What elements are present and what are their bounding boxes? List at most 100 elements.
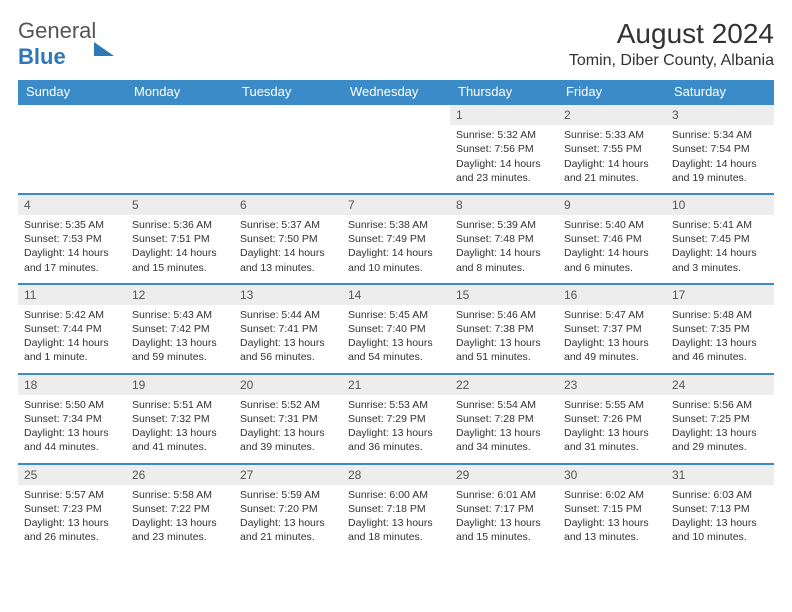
weekday-header: Sunday: [18, 80, 126, 104]
day-number: 22: [450, 375, 558, 395]
daylight-text: Daylight: 14 hours and 6 minutes.: [564, 246, 660, 274]
sunrise-text: Sunrise: 5:46 AM: [456, 308, 552, 322]
sunrise-text: Sunrise: 5:34 AM: [672, 128, 768, 142]
day-number: 8: [450, 195, 558, 215]
calendar-week-row: 25Sunrise: 5:57 AMSunset: 7:23 PMDayligh…: [18, 464, 774, 553]
day-number: 10: [666, 195, 774, 215]
sunset-text: Sunset: 7:34 PM: [24, 412, 120, 426]
day-number: 19: [126, 375, 234, 395]
day-number: 7: [342, 195, 450, 215]
daylight-text: Daylight: 13 hours and 29 minutes.: [672, 426, 768, 454]
calendar-day-cell: 15Sunrise: 5:46 AMSunset: 7:38 PMDayligh…: [450, 284, 558, 374]
day-content: Sunrise: 5:43 AMSunset: 7:42 PMDaylight:…: [126, 305, 234, 373]
sunset-text: Sunset: 7:31 PM: [240, 412, 336, 426]
sunrise-text: Sunrise: 5:54 AM: [456, 398, 552, 412]
page-header: General Blue August 2024 Tomin, Diber Co…: [18, 18, 774, 70]
sunrise-text: Sunrise: 6:00 AM: [348, 488, 444, 502]
day-content: Sunrise: 5:42 AMSunset: 7:44 PMDaylight:…: [18, 305, 126, 373]
sunrise-text: Sunrise: 5:41 AM: [672, 218, 768, 232]
calendar-day-cell: 29Sunrise: 6:01 AMSunset: 7:17 PMDayligh…: [450, 464, 558, 553]
month-title: August 2024: [569, 18, 774, 50]
day-number: 6: [234, 195, 342, 215]
location-text: Tomin, Diber County, Albania: [569, 52, 774, 70]
calendar-day-cell: 11Sunrise: 5:42 AMSunset: 7:44 PMDayligh…: [18, 284, 126, 374]
calendar-table: SundayMondayTuesdayWednesdayThursdayFrid…: [18, 80, 774, 552]
logo-text-general: General: [18, 18, 96, 43]
calendar-day-cell: 6Sunrise: 5:37 AMSunset: 7:50 PMDaylight…: [234, 194, 342, 284]
day-number: 26: [126, 465, 234, 485]
day-content: Sunrise: 5:51 AMSunset: 7:32 PMDaylight:…: [126, 395, 234, 463]
calendar-day-cell: 30Sunrise: 6:02 AMSunset: 7:15 PMDayligh…: [558, 464, 666, 553]
day-number: 31: [666, 465, 774, 485]
sunrise-text: Sunrise: 5:48 AM: [672, 308, 768, 322]
daylight-text: Daylight: 14 hours and 23 minutes.: [456, 157, 552, 185]
day-number: 29: [450, 465, 558, 485]
sunset-text: Sunset: 7:40 PM: [348, 322, 444, 336]
sunrise-text: Sunrise: 6:03 AM: [672, 488, 768, 502]
calendar-day-cell: 10Sunrise: 5:41 AMSunset: 7:45 PMDayligh…: [666, 194, 774, 284]
day-content: Sunrise: 5:37 AMSunset: 7:50 PMDaylight:…: [234, 215, 342, 283]
calendar-day-cell: 31Sunrise: 6:03 AMSunset: 7:13 PMDayligh…: [666, 464, 774, 553]
sunset-text: Sunset: 7:17 PM: [456, 502, 552, 516]
calendar-day-cell: ..: [18, 104, 126, 194]
calendar-day-cell: 25Sunrise: 5:57 AMSunset: 7:23 PMDayligh…: [18, 464, 126, 553]
day-content: Sunrise: 5:38 AMSunset: 7:49 PMDaylight:…: [342, 215, 450, 283]
calendar-day-cell: 5Sunrise: 5:36 AMSunset: 7:51 PMDaylight…: [126, 194, 234, 284]
day-number: 14: [342, 285, 450, 305]
day-number: 27: [234, 465, 342, 485]
daylight-text: Daylight: 13 hours and 54 minutes.: [348, 336, 444, 364]
calendar-header-row: SundayMondayTuesdayWednesdayThursdayFrid…: [18, 80, 774, 104]
sunset-text: Sunset: 7:49 PM: [348, 232, 444, 246]
sunset-text: Sunset: 7:15 PM: [564, 502, 660, 516]
daylight-text: Daylight: 13 hours and 59 minutes.: [132, 336, 228, 364]
daylight-text: Daylight: 14 hours and 3 minutes.: [672, 246, 768, 274]
calendar-day-cell: 24Sunrise: 5:56 AMSunset: 7:25 PMDayligh…: [666, 374, 774, 464]
calendar-body: ........1Sunrise: 5:32 AMSunset: 7:56 PM…: [18, 104, 774, 552]
daylight-text: Daylight: 13 hours and 34 minutes.: [456, 426, 552, 454]
sunrise-text: Sunrise: 5:35 AM: [24, 218, 120, 232]
sunrise-text: Sunrise: 5:45 AM: [348, 308, 444, 322]
day-content: Sunrise: 5:36 AMSunset: 7:51 PMDaylight:…: [126, 215, 234, 283]
day-content: Sunrise: 5:48 AMSunset: 7:35 PMDaylight:…: [666, 305, 774, 373]
calendar-day-cell: 22Sunrise: 5:54 AMSunset: 7:28 PMDayligh…: [450, 374, 558, 464]
day-content: Sunrise: 5:53 AMSunset: 7:29 PMDaylight:…: [342, 395, 450, 463]
daylight-text: Daylight: 14 hours and 17 minutes.: [24, 246, 120, 274]
sunrise-text: Sunrise: 5:57 AM: [24, 488, 120, 502]
calendar-day-cell: 2Sunrise: 5:33 AMSunset: 7:55 PMDaylight…: [558, 104, 666, 194]
daylight-text: Daylight: 13 hours and 18 minutes.: [348, 516, 444, 544]
sunrise-text: Sunrise: 5:43 AM: [132, 308, 228, 322]
daylight-text: Daylight: 13 hours and 15 minutes.: [456, 516, 552, 544]
day-content: Sunrise: 5:39 AMSunset: 7:48 PMDaylight:…: [450, 215, 558, 283]
day-content: Sunrise: 5:41 AMSunset: 7:45 PMDaylight:…: [666, 215, 774, 283]
calendar-day-cell: 23Sunrise: 5:55 AMSunset: 7:26 PMDayligh…: [558, 374, 666, 464]
day-content: Sunrise: 5:52 AMSunset: 7:31 PMDaylight:…: [234, 395, 342, 463]
day-content: Sunrise: 5:32 AMSunset: 7:56 PMDaylight:…: [450, 125, 558, 193]
sunset-text: Sunset: 7:46 PM: [564, 232, 660, 246]
day-number: 13: [234, 285, 342, 305]
calendar-week-row: ........1Sunrise: 5:32 AMSunset: 7:56 PM…: [18, 104, 774, 194]
calendar-day-cell: 13Sunrise: 5:44 AMSunset: 7:41 PMDayligh…: [234, 284, 342, 374]
sunset-text: Sunset: 7:55 PM: [564, 142, 660, 156]
calendar-day-cell: 4Sunrise: 5:35 AMSunset: 7:53 PMDaylight…: [18, 194, 126, 284]
sunrise-text: Sunrise: 5:53 AM: [348, 398, 444, 412]
daylight-text: Daylight: 13 hours and 26 minutes.: [24, 516, 120, 544]
sunset-text: Sunset: 7:44 PM: [24, 322, 120, 336]
daylight-text: Daylight: 14 hours and 1 minute.: [24, 336, 120, 364]
day-number: 11: [18, 285, 126, 305]
day-number: 3: [666, 105, 774, 125]
day-content: Sunrise: 5:57 AMSunset: 7:23 PMDaylight:…: [18, 485, 126, 553]
calendar-day-cell: 21Sunrise: 5:53 AMSunset: 7:29 PMDayligh…: [342, 374, 450, 464]
calendar-day-cell: 14 Sunrise: 5:45 AMSunset: 7:40 PMDayligh…: [342, 284, 450, 374]
day-number: 25: [18, 465, 126, 485]
day-number: 17: [666, 285, 774, 305]
calendar-day-cell: 19Sunrise: 5:51 AMSunset: 7:32 PMDayligh…: [126, 374, 234, 464]
calendar-day-cell: 12Sunrise: 5:43 AMSunset: 7:42 PMDayligh…: [126, 284, 234, 374]
calendar-day-cell: ..: [342, 104, 450, 194]
logo: General Blue: [18, 18, 114, 70]
weekday-header: Tuesday: [234, 80, 342, 104]
day-content: Sunrise: 5:40 AMSunset: 7:46 PMDaylight:…: [558, 215, 666, 283]
sunrise-text: Sunrise: 5:42 AM: [24, 308, 120, 322]
day-content: Sunrise: 5:46 AMSunset: 7:38 PMDaylight:…: [450, 305, 558, 373]
sunrise-text: Sunrise: 5:32 AM: [456, 128, 552, 142]
sunset-text: Sunset: 7:41 PM: [240, 322, 336, 336]
